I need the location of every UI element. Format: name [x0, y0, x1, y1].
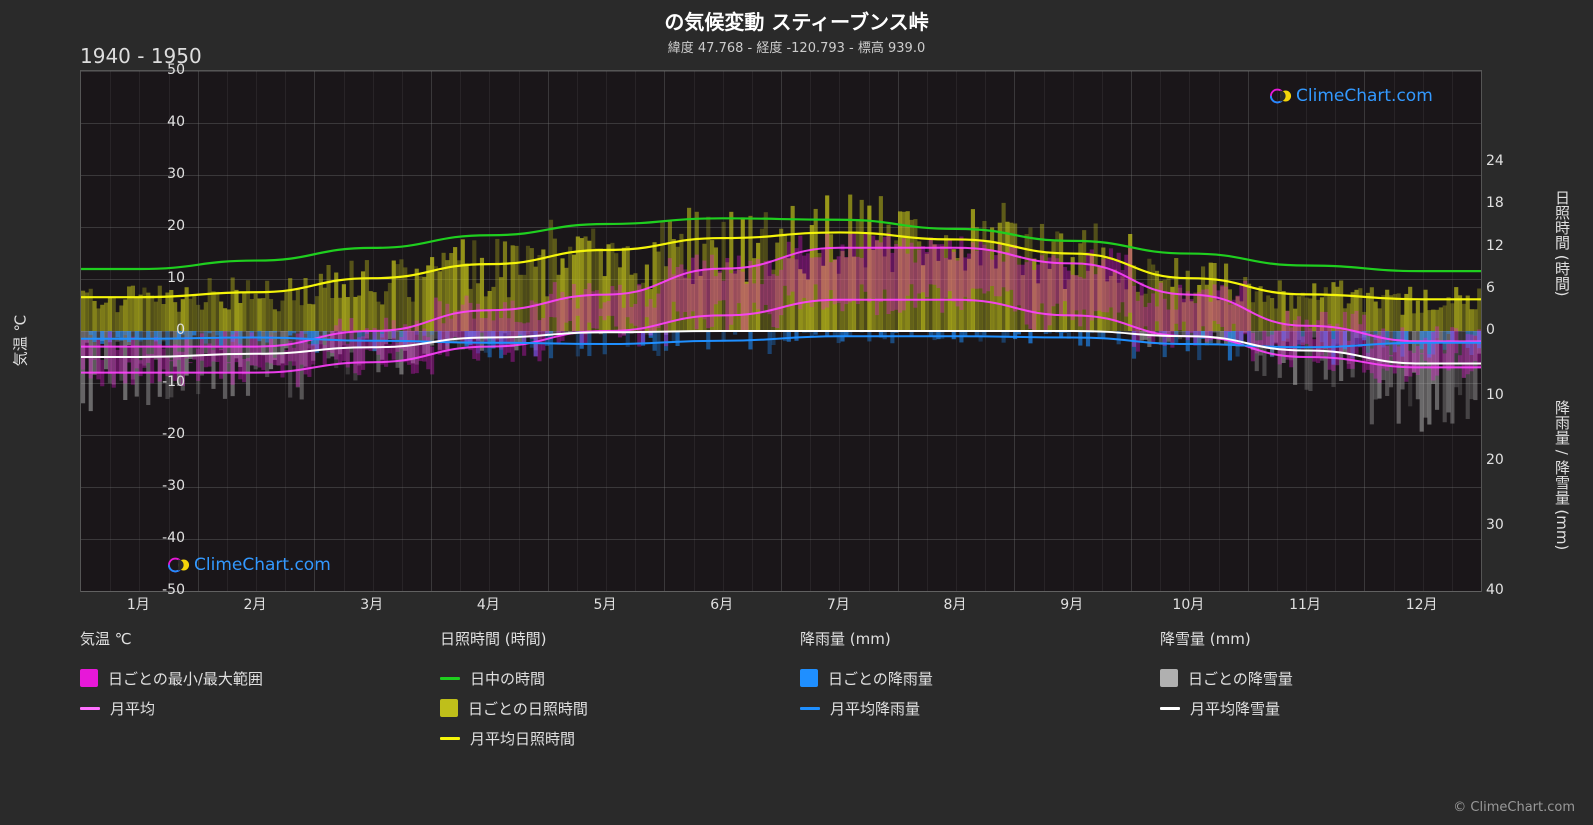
legend-item: 日ごとの最小/最大範囲 — [80, 663, 440, 693]
x-month-label: 2月 — [244, 594, 267, 614]
x-month-label: 10月 — [1172, 594, 1204, 614]
legend-label: 月平均降雪量 — [1190, 698, 1280, 719]
y-right-top-tick: 6 — [1486, 280, 1495, 296]
legend-item: 日ごとの日照時間 — [440, 693, 800, 723]
legend: 気温 ℃ 日ごとの最小/最大範囲月平均 日照時間 (時間) 日中の時間日ごとの日照時間… — [80, 628, 1520, 753]
logo-top: ClimeChart.com — [1270, 85, 1433, 107]
legend-header: 降雪量 (mm) — [1160, 628, 1520, 649]
legend-item: 日ごとの降雨量 — [800, 663, 1160, 693]
y-left-tick: 0 — [85, 322, 185, 338]
y-right-top-tick: 12 — [1486, 238, 1504, 254]
y-axis-left-title: 気温 ℃ — [10, 315, 31, 367]
legend-swatch-icon — [800, 669, 818, 687]
chart-title: の気候変動 スティーブンス峠 — [0, 0, 1593, 35]
legend-line-icon — [440, 677, 460, 680]
legend-item: 日ごとの降雪量 — [1160, 663, 1520, 693]
y-right-bottom-tick: 10 — [1486, 387, 1504, 403]
legend-item: 月平均降雪量 — [1160, 693, 1520, 723]
y-left-tick: -40 — [85, 530, 185, 546]
legend-label: 日ごとの最小/最大範囲 — [108, 668, 263, 689]
x-month-label: 3月 — [360, 594, 383, 614]
legend-item: 月平均降雨量 — [800, 693, 1160, 723]
legend-column: 降雨量 (mm) 日ごとの降雨量月平均降雨量 — [800, 628, 1160, 753]
y-left-tick: 50 — [85, 62, 185, 78]
legend-header: 日照時間 (時間) — [440, 628, 800, 649]
x-month-label: 6月 — [710, 594, 733, 614]
logo-text: ClimeChart.com — [194, 555, 331, 575]
climechart-icon — [168, 554, 190, 576]
x-month-label: 9月 — [1060, 594, 1083, 614]
y-left-tick: 10 — [85, 270, 185, 286]
x-month-label: 12月 — [1406, 594, 1438, 614]
y-axis-right-title-daylight: 日照時間 (時間) — [1552, 190, 1573, 296]
legend-item: 日中の時間 — [440, 663, 800, 693]
legend-column: 日照時間 (時間) 日中の時間日ごとの日照時間月平均日照時間 — [440, 628, 800, 753]
y-right-top-tick: 18 — [1486, 195, 1504, 211]
legend-swatch-icon — [80, 669, 98, 687]
y-left-tick: 20 — [85, 218, 185, 234]
x-month-label: 5月 — [594, 594, 617, 614]
y-left-tick: 40 — [85, 114, 185, 130]
chart-subtitle: 緯度 47.768 - 経度 -120.793 - 標高 939.0 — [0, 37, 1593, 56]
x-month-label: 7月 — [827, 594, 850, 614]
y-right-top-tick: 0 — [1486, 322, 1495, 338]
x-month-label: 8月 — [944, 594, 967, 614]
climechart-icon — [1270, 85, 1292, 107]
y-left-tick: -30 — [85, 478, 185, 494]
y-right-bottom-tick: 20 — [1486, 452, 1504, 468]
copyright: © ClimeChart.com — [1453, 800, 1575, 815]
legend-column: 降雪量 (mm) 日ごとの降雪量月平均降雪量 — [1160, 628, 1520, 753]
legend-label: 日ごとの降雪量 — [1188, 668, 1293, 689]
legend-column: 気温 ℃ 日ごとの最小/最大範囲月平均 — [80, 628, 440, 753]
legend-label: 日中の時間 — [470, 668, 545, 689]
x-month-label: 11月 — [1289, 594, 1321, 614]
logo-text: ClimeChart.com — [1296, 86, 1433, 106]
y-right-bottom-tick: 40 — [1486, 582, 1504, 598]
legend-item: 月平均日照時間 — [440, 723, 800, 753]
y-axis-right-title-precip: 降雨量 / 降雪量 (mm) — [1552, 400, 1573, 550]
legend-line-icon — [800, 707, 820, 710]
y-left-tick: 30 — [85, 166, 185, 182]
legend-header: 降雨量 (mm) — [800, 628, 1160, 649]
legend-header: 気温 ℃ — [80, 628, 440, 649]
chart-plot-area — [80, 70, 1482, 592]
legend-label: 日ごとの降雨量 — [828, 668, 933, 689]
x-month-label: 4月 — [477, 594, 500, 614]
x-month-label: 1月 — [127, 594, 150, 614]
y-left-tick: -10 — [85, 374, 185, 390]
legend-label: 月平均降雨量 — [830, 698, 920, 719]
legend-line-icon — [440, 737, 460, 740]
legend-label: 日ごとの日照時間 — [468, 698, 588, 719]
y-left-tick: -20 — [85, 426, 185, 442]
legend-swatch-icon — [1160, 669, 1178, 687]
legend-item: 月平均 — [80, 693, 440, 723]
legend-line-icon — [80, 707, 100, 710]
legend-line-icon — [1160, 707, 1180, 710]
logo-bottom: ClimeChart.com — [168, 554, 331, 576]
legend-label: 月平均日照時間 — [470, 728, 575, 749]
legend-label: 月平均 — [110, 698, 155, 719]
y-right-bottom-tick: 30 — [1486, 517, 1504, 533]
y-right-top-tick: 24 — [1486, 153, 1504, 169]
legend-swatch-icon — [440, 699, 458, 717]
